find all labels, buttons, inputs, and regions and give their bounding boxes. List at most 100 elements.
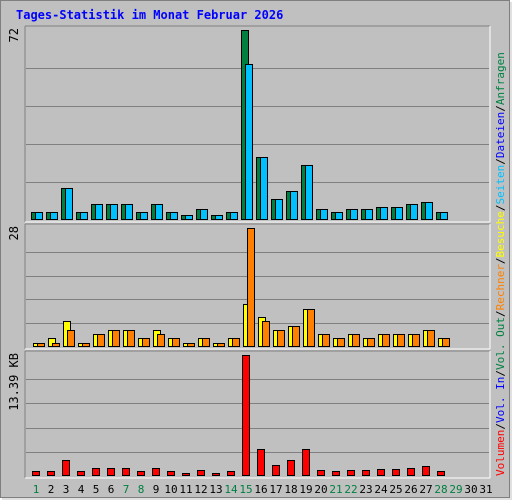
legend-separator: / [494, 204, 507, 211]
day-label-20: 20 [314, 483, 327, 496]
legend-item-seiten: Seiten [494, 165, 507, 205]
bar-rechner-day-28 [442, 338, 450, 347]
bar-volumen-day-17 [272, 465, 280, 476]
legend-separator: / [494, 370, 507, 377]
bar-volumen-day-6 [107, 468, 115, 476]
bar-rechner-day-22 [352, 334, 360, 347]
day-label-2: 2 [48, 483, 55, 496]
panel-volume: 13.39 KB [7, 350, 491, 479]
bar-rechner-day-24 [382, 334, 390, 347]
day-label-6: 6 [108, 483, 115, 496]
chart-panels: 72 28 13.39 KB [7, 25, 491, 479]
bar-rechner-day-26 [412, 334, 420, 347]
day-label-26: 26 [404, 483, 417, 496]
day-axis-labels: 1 2 3 4 5 6 7 8 9 10 11 12 13 14 15 16 17 18 19 20 21 22 23 24 2… [33, 483, 493, 496]
bar-rechner-day-8 [142, 338, 150, 347]
day-label-3: 3 [63, 483, 70, 496]
bar-volumen-day-20 [317, 470, 325, 476]
bar-rechner-day-11 [187, 343, 195, 347]
panel-hits-files: 72 [7, 25, 491, 223]
legend-text: Volumen/Vol. In/Vol. Out/Rechner/Besuche… [494, 52, 507, 476]
legend-separator: / [494, 423, 507, 430]
bar-dateien-day-20 [320, 209, 328, 220]
bar-dateien-day-10 [170, 212, 178, 220]
legend-item-besuche: Besuche [494, 211, 507, 257]
bar-rechner-day-9 [157, 334, 165, 347]
scale-label: 13.39 KB [7, 353, 21, 411]
bar-volumen-day-21 [332, 471, 340, 476]
bar-volumen-day-27 [422, 466, 430, 476]
bar-volumen-day-28 [437, 471, 445, 476]
legend-separator: / [494, 158, 507, 165]
day-label-18: 18 [284, 483, 297, 496]
bar-dateien-day-25 [395, 207, 403, 220]
bar-rechner-day-14 [232, 338, 240, 347]
day-label-25: 25 [389, 483, 402, 496]
bar-rechner-day-23 [367, 338, 375, 347]
bar-rechner-day-16 [262, 321, 270, 347]
bar-volumen-day-7 [122, 468, 130, 476]
bar-dateien-day-9 [155, 204, 163, 220]
chart-title: Tages-Statistik im Monat Februar 2026 [16, 8, 284, 22]
bar-dateien-day-2 [50, 212, 58, 220]
bar-dateien-day-22 [350, 209, 358, 220]
bar-rechner-day-25 [397, 334, 405, 347]
legend-item-anfragen: Anfragen [494, 52, 507, 105]
bar-rechner-day-3 [67, 330, 75, 347]
bar-volumen-day-24 [377, 469, 385, 476]
bar-dateien-day-24 [380, 207, 388, 220]
bar-volumen-day-14 [227, 471, 235, 476]
day-label-15: 15 [239, 483, 252, 496]
bar-volumen-day-8 [137, 471, 145, 476]
bar-dateien-day-12 [200, 209, 208, 220]
bar-dateien-day-13 [215, 215, 223, 220]
bar-rechner-day-4 [82, 343, 90, 347]
bar-dateien-day-15 [245, 64, 253, 220]
legend-item-dateien: Dateien [494, 112, 507, 158]
day-label-9: 9 [153, 483, 160, 496]
bar-rechner-day-7 [127, 330, 135, 347]
scale-label: 28 [7, 226, 21, 240]
bar-rechner-day-12 [202, 338, 210, 347]
bar-dateien-day-19 [305, 165, 313, 220]
day-label-14: 14 [224, 483, 238, 496]
day-label-8: 8 [138, 483, 145, 496]
day-label-22: 22 [344, 483, 357, 496]
day-label-12: 12 [194, 483, 207, 496]
day-label-13: 13 [209, 483, 222, 496]
bar-volumen-day-13 [212, 473, 220, 476]
bar-dateien-day-28 [440, 212, 448, 220]
bar-dateien-day-23 [365, 209, 373, 220]
bar-volumen-day-4 [77, 471, 85, 476]
bar-volumen-day-9 [152, 468, 160, 476]
bar-dateien-day-5 [95, 204, 103, 220]
day-label-27: 27 [419, 483, 432, 496]
legend-separator: / [494, 105, 507, 112]
day-label-11: 11 [179, 483, 192, 496]
day-label-31: 31 [479, 483, 492, 496]
day-label-30: 30 [464, 483, 477, 496]
bar-rechner-day-21 [337, 338, 345, 347]
bar-rechner-day-27 [427, 330, 435, 347]
bar-rechner-day-2 [52, 343, 60, 347]
legend-separator: / [494, 257, 507, 264]
bar-dateien-day-17 [275, 199, 283, 220]
bar-dateien-day-18 [290, 191, 298, 220]
day-label-21: 21 [329, 483, 342, 496]
bar-volumen-day-5 [92, 468, 100, 476]
legend-right: Volumen/Vol. In/Vol. Out/Rechner/Besuche… [494, 52, 507, 476]
bar-rechner-day-17 [277, 330, 285, 347]
legend-item-volumen: Volumen [494, 430, 507, 476]
legend-separator: / [494, 310, 507, 317]
bar-volumen-day-10 [167, 471, 175, 476]
bar-dateien-day-3 [65, 188, 73, 220]
bar-volumen-day-12 [197, 470, 205, 476]
day-label-1: 1 [33, 483, 40, 496]
bar-volumen-day-11 [182, 473, 190, 476]
bar-dateien-day-4 [80, 212, 88, 220]
bar-volumen-day-25 [392, 469, 400, 476]
scale-label: 72 [7, 28, 21, 42]
bar-dateien-day-11 [185, 215, 193, 220]
bar-dateien-day-14 [230, 212, 238, 220]
bar-rechner-day-18 [292, 326, 300, 347]
